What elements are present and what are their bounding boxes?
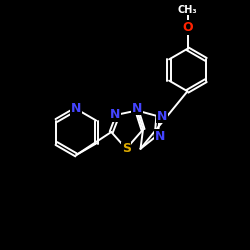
Text: N: N [156, 110, 167, 123]
Text: CH₃: CH₃ [178, 5, 197, 15]
Text: S: S [122, 142, 131, 155]
Text: N: N [71, 102, 82, 116]
Text: N: N [132, 102, 142, 114]
Text: N: N [155, 130, 165, 143]
Text: N: N [110, 108, 120, 121]
Text: O: O [182, 21, 193, 34]
